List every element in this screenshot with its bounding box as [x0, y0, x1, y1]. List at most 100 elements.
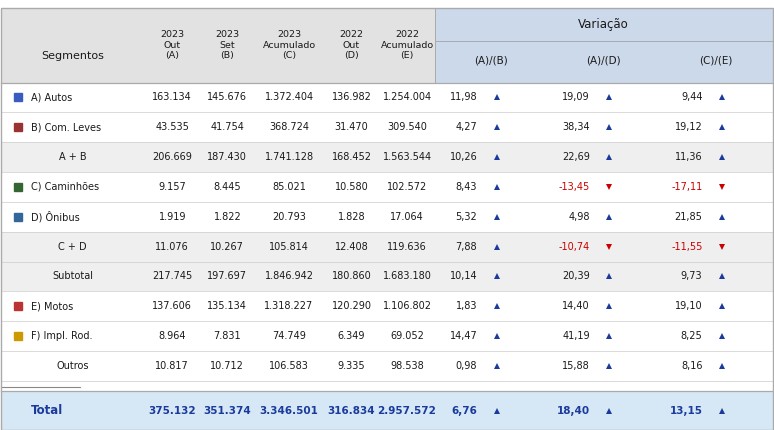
Text: 187.430: 187.430: [207, 152, 248, 162]
Text: 10.712: 10.712: [211, 361, 245, 371]
Text: 368.724: 368.724: [269, 122, 309, 132]
Text: 41.754: 41.754: [211, 122, 245, 132]
Text: 38,34: 38,34: [562, 122, 590, 132]
Text: 14,40: 14,40: [562, 301, 590, 311]
Text: 206.669: 206.669: [152, 152, 192, 162]
Text: Total: Total: [31, 405, 63, 418]
Text: 2.957.572: 2.957.572: [378, 406, 437, 416]
Text: 106.583: 106.583: [269, 361, 309, 371]
Text: 1.318.227: 1.318.227: [265, 301, 313, 311]
Text: 1.822: 1.822: [214, 212, 241, 222]
Text: 19,10: 19,10: [675, 301, 703, 311]
Text: A + B: A + B: [59, 152, 87, 162]
Text: 2023
Acumulado
(C): 2023 Acumulado (C): [262, 30, 316, 60]
Text: 10.580: 10.580: [334, 182, 368, 192]
Text: 1,83: 1,83: [456, 301, 478, 311]
Text: C) Caminhões: C) Caminhões: [31, 182, 99, 192]
Text: 2023
Set
(B): 2023 Set (B): [215, 30, 239, 60]
Text: 19,09: 19,09: [562, 92, 590, 102]
Text: 316.834: 316.834: [327, 406, 375, 416]
Text: 8,16: 8,16: [681, 361, 703, 371]
Text: (C)/(E): (C)/(E): [700, 55, 733, 65]
Text: 18,40: 18,40: [557, 406, 590, 416]
Text: 3.346.501: 3.346.501: [259, 406, 318, 416]
Bar: [2, 321, 435, 351]
Text: B) Com. Leves: B) Com. Leves: [31, 122, 101, 132]
Text: 6,76: 6,76: [451, 406, 478, 416]
Text: 105.814: 105.814: [269, 242, 309, 252]
Text: 135.134: 135.134: [207, 301, 248, 311]
Text: 0,98: 0,98: [456, 361, 478, 371]
Text: 8.964: 8.964: [159, 331, 186, 341]
Text: (A)/(D): (A)/(D): [587, 55, 621, 65]
Text: -13,45: -13,45: [559, 182, 590, 192]
Text: 4,27: 4,27: [455, 122, 478, 132]
Text: 5,32: 5,32: [455, 212, 478, 222]
Bar: [2, 142, 435, 172]
Text: -17,11: -17,11: [671, 182, 703, 192]
Text: 2022
Acumulado
(E): 2022 Acumulado (E): [381, 30, 433, 60]
Text: Variação: Variação: [578, 18, 629, 31]
Text: 41,19: 41,19: [562, 331, 590, 341]
Text: 6.349: 6.349: [337, 331, 365, 341]
Bar: [435, 232, 772, 261]
Text: 1.372.404: 1.372.404: [265, 92, 313, 102]
Text: -11,55: -11,55: [671, 242, 703, 252]
Bar: [435, 172, 772, 202]
Text: 1.846.942: 1.846.942: [265, 271, 313, 282]
Bar: [2, 232, 435, 261]
Bar: [2, 261, 435, 292]
Text: 1.919: 1.919: [159, 212, 186, 222]
Text: 13,15: 13,15: [670, 406, 703, 416]
Text: 197.697: 197.697: [207, 271, 248, 282]
Text: 375.132: 375.132: [149, 406, 196, 416]
Text: 11.076: 11.076: [156, 242, 189, 252]
Bar: [435, 391, 772, 430]
Text: 1.828: 1.828: [337, 212, 365, 222]
Text: 17.064: 17.064: [390, 212, 424, 222]
Text: D) Ônibus: D) Ônibus: [31, 211, 80, 223]
Text: 9.157: 9.157: [159, 182, 186, 192]
Text: Segmentos: Segmentos: [41, 51, 104, 61]
Text: 1.683.180: 1.683.180: [382, 271, 431, 282]
Bar: [2, 83, 435, 112]
Text: Outros: Outros: [57, 361, 89, 371]
Text: 9.335: 9.335: [337, 361, 365, 371]
Text: 10.267: 10.267: [211, 242, 245, 252]
Text: 15,88: 15,88: [562, 361, 590, 371]
Bar: [435, 202, 772, 232]
Bar: [435, 351, 772, 381]
Text: 21,85: 21,85: [675, 212, 703, 222]
Text: (A)/(B): (A)/(B): [474, 55, 508, 65]
Text: 180.860: 180.860: [331, 271, 372, 282]
Text: 163.134: 163.134: [152, 92, 192, 102]
Text: 11,98: 11,98: [450, 92, 478, 102]
Text: 85.021: 85.021: [272, 182, 306, 192]
Text: 136.982: 136.982: [331, 92, 372, 102]
Text: 217.745: 217.745: [152, 271, 193, 282]
Text: 14,47: 14,47: [450, 331, 478, 341]
Text: 8.445: 8.445: [214, 182, 241, 192]
Text: 1.741.128: 1.741.128: [265, 152, 313, 162]
Text: 12.408: 12.408: [334, 242, 368, 252]
Text: 119.636: 119.636: [387, 242, 427, 252]
Text: Subtotal: Subtotal: [52, 271, 93, 282]
Text: 74.749: 74.749: [272, 331, 306, 341]
Bar: [435, 112, 772, 142]
Text: 11,36: 11,36: [675, 152, 703, 162]
Bar: [435, 321, 772, 351]
Text: 120.290: 120.290: [331, 301, 372, 311]
Text: C + D: C + D: [58, 242, 87, 252]
Text: 98.538: 98.538: [390, 361, 424, 371]
Text: 137.606: 137.606: [152, 301, 192, 311]
Text: 168.452: 168.452: [331, 152, 372, 162]
Bar: [2, 202, 435, 232]
Text: 43.535: 43.535: [156, 122, 189, 132]
Text: 102.572: 102.572: [387, 182, 427, 192]
Bar: [2, 112, 435, 142]
Text: 1.563.544: 1.563.544: [382, 152, 432, 162]
Bar: [435, 83, 772, 112]
Text: 7.831: 7.831: [214, 331, 241, 341]
Text: 1.106.802: 1.106.802: [382, 301, 432, 311]
Bar: [435, 261, 772, 292]
